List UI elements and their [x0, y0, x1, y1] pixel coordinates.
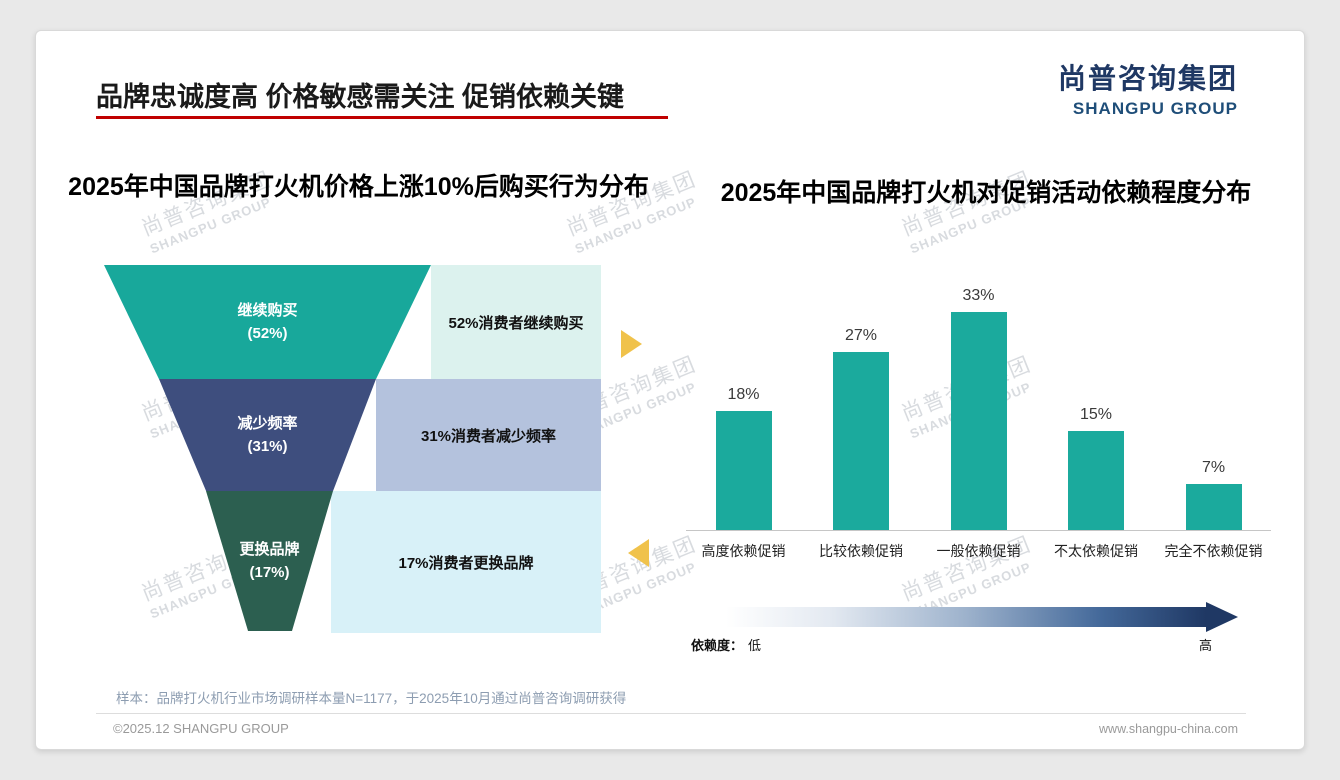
bar-chart-title: 2025年中国品牌打火机对促销活动依赖程度分布 [720, 179, 1252, 207]
bar-value-label: 18% [727, 386, 760, 404]
footer-divider [96, 713, 1246, 714]
bar-chart-plot-area: 18% 27% 33% 15% 7% [686, 281, 1271, 531]
bar-column: 15% [1039, 406, 1154, 530]
footer-copyright: ©2025.12 SHANGPU GROUP [113, 721, 289, 736]
funnel-stage-3-label: 更换品牌 [239, 540, 300, 558]
title-underline [96, 116, 668, 119]
funnel-annotation-1: 52%消费者继续购买 [431, 265, 601, 379]
bar-value-label: 15% [1079, 406, 1113, 423]
logo-english-text: SHANGPU GROUP [1072, 99, 1238, 118]
funnel-stage-3-pct: (17%) [249, 564, 290, 581]
bar-category-label: 高度依赖促销 [701, 543, 786, 559]
funnel-stage-1: 继续购买 (52%) [104, 265, 431, 379]
funnel-stage-1-label: 继续购买 [237, 301, 298, 319]
bar-category-label: 比较依赖促销 [819, 543, 903, 559]
funnel-annotation-3-text: 17%消费者更换品牌 [398, 554, 534, 572]
funnel-chart-title: 2025年中国品牌打火机价格上涨10%后购买行为分布 [68, 173, 649, 201]
bar-value-label: 33% [962, 287, 995, 305]
bar-value-label: 27% [844, 326, 878, 344]
page-title: 品牌忠诚度高 价格敏感需关注 促销依赖关键 [96, 82, 625, 112]
funnel-chart: 52%消费者继续购买 31%消费者减少频率 17%消费者更换品牌 继续购买 (5… [104, 265, 604, 637]
funnel-stage-3: 更换品牌 (17%) [206, 491, 333, 631]
logo-chinese-text: 尚普咨询集团 [1057, 63, 1238, 94]
left-arrow-icon [628, 539, 649, 567]
bar-column: 7% [1156, 459, 1271, 530]
bar [950, 312, 1007, 530]
dependency-low-label: 低 [748, 638, 762, 653]
funnel-annotation-2-text: 31%消费者减少频率 [420, 427, 557, 445]
bar-category-label: 完全不依赖促销 [1164, 543, 1263, 559]
funnel-stage-2-pct: (31%) [247, 438, 288, 455]
logo: 尚普咨询集团 SHANGPU GROUP [1058, 57, 1238, 119]
slide-card: 尚普咨询集团 SHANGPU GROUP 尚普咨询集团 SHANGPU GROUP 尚普… [35, 30, 1305, 750]
bar-chart: 18% 27% 33% 15% 7% 高度依赖促销 比较依赖促销 一般依赖促销 不太依赖促销 完… [686, 281, 1271, 561]
dependency-high-label: 高 [1199, 638, 1213, 653]
bar-category-label: 一般依赖促销 [936, 543, 1021, 559]
dependency-axis-label: 依赖度： [691, 638, 744, 653]
bar-column: 33% [921, 287, 1036, 530]
bar-value-label: 7% [1201, 458, 1226, 476]
bar-column: 18% [686, 386, 801, 530]
funnel-annotation-1-text: 52%消费者继续购买 [448, 314, 584, 332]
bar [1185, 483, 1242, 530]
bar-chart-category-axis: 高度依赖促销 比较依赖促销 一般依赖促销 不太依赖促销 完全不依赖促销 [686, 541, 1271, 561]
right-arrow-icon [621, 330, 642, 358]
funnel-stage-1-pct: (52%) [247, 325, 288, 342]
funnel-stage-2: 减少频率 (31%) [159, 379, 376, 491]
footer-website: www.shangpu-china.com [1099, 722, 1238, 736]
dependency-gradient-arrowhead-icon [1206, 602, 1238, 632]
sample-footnote: 样本：品牌打火机行业市场调研样本量N=1177，于2025年10月通过尚普咨询调… [116, 691, 627, 706]
funnel-stage-2-label: 减少频率 [237, 414, 298, 432]
dependency-gradient-arrow [726, 607, 1206, 627]
bar [715, 411, 772, 530]
bar-category-label: 不太依赖促销 [1054, 543, 1138, 559]
bar [1068, 431, 1124, 530]
bar-column: 27% [804, 327, 919, 530]
bar [833, 351, 889, 530]
funnel-annotation-2: 31%消费者减少频率 [376, 379, 601, 491]
funnel-annotation-3: 17%消费者更换品牌 [331, 491, 601, 633]
